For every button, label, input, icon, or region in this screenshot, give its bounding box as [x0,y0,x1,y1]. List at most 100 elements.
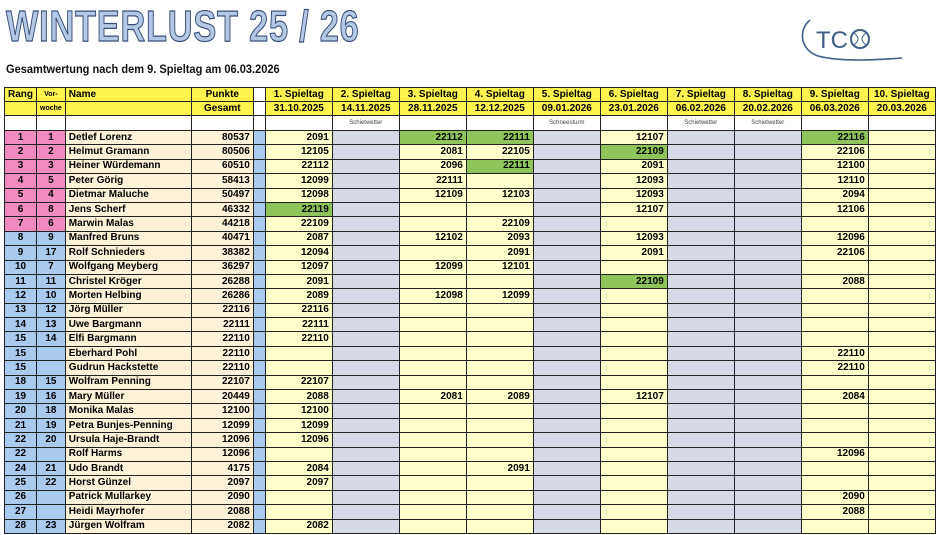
previous-week-rank: 8 [36,201,66,218]
table-row: 13 12 Jörg Müller 22116 22116 [4,302,936,319]
player-name: Manfred Bruns [64,230,192,247]
score-cell [532,187,601,203]
score-cell [666,201,735,218]
score-cell [733,259,802,275]
spieltag-label: 1. Spieltag [264,87,333,102]
score-cell [666,216,735,232]
score-cell [666,432,735,448]
score-cell [666,230,735,247]
score-cell [733,475,802,491]
score-cell [867,432,936,448]
score-cell [331,302,400,319]
score-cell [800,317,869,333]
score-cell: 2096 [398,158,467,175]
score-cell [599,259,668,275]
score-cell: 12098 [398,288,467,304]
score-cell: 22110 [800,360,869,376]
score-cell: 12097 [264,259,333,275]
player-name: Heidi Mayrhofer [64,504,192,520]
spacer [252,101,266,116]
score-cell [666,360,735,376]
score-cell: 2088 [800,273,869,290]
score-cell [398,460,467,477]
score-cell: 12093 [599,187,668,203]
score-cell [733,518,802,534]
header-vorwoche-2: woche [36,101,66,116]
score-cell [800,288,869,304]
table-row: 6 8 Jens Scherf 46332 22119 12107 12106 [4,201,936,218]
score-cell: 12107 [599,129,668,146]
score-cell [465,489,534,506]
header-blank [64,101,192,116]
score-cell [398,345,467,362]
score-cell [465,403,534,419]
page-title: WINTERLUST 25 / 26 [6,2,360,51]
rank-cell: 20 [4,403,37,419]
score-cell [599,504,668,520]
score-cell [532,345,601,362]
score-cell: 2093 [465,230,534,247]
player-name: Petra Bunjes-Penning [64,417,192,434]
spieltag-label: 3. Spieltag [398,87,467,102]
score-cell [532,460,601,477]
score-cell: 22109 [599,273,668,290]
rank-cell: 3 [4,158,37,175]
score-cell [666,173,735,189]
score-cell [331,389,400,405]
spacer [252,129,266,146]
score-cell: 12100 [264,403,333,419]
spacer [252,504,266,520]
score-cell [867,302,936,319]
header-name: Name [64,87,192,102]
score-cell: 12109 [398,187,467,203]
spieltag-label: 2. Spieltag [331,87,400,102]
score-cell: 12099 [264,417,333,434]
score-cell [666,129,735,146]
rank-cell: 4 [4,173,37,189]
score-cell [666,460,735,477]
player-name: Jürgen Wolfram [64,518,192,534]
score-cell [867,273,936,290]
score-cell [867,187,936,203]
rank-cell: 26 [4,489,37,506]
table-row: 7 6 Marwin Malas 44218 22109 22109 [4,216,936,232]
player-name: Uwe Bargmann [64,317,192,333]
score-cell [800,374,869,391]
header-gesamt: Gesamt [190,101,254,116]
score-cell [331,360,400,376]
score-cell: 22107 [264,374,333,391]
score-cell: 22105 [465,144,534,160]
score-cell: 22106 [800,245,869,261]
score-cell [398,417,467,434]
score-cell [398,489,467,506]
table-row: 22 Rolf Harms 12096 12096 [4,446,936,462]
score-cell [867,259,936,275]
score-cell [666,389,735,405]
notes-row: Schietwetter Schneesturm Schietwetter Schie… [4,115,936,131]
score-cell [599,460,668,477]
score-cell [800,216,869,232]
score-cell [666,245,735,261]
score-cell [666,144,735,160]
score-cell [532,504,601,520]
score-cell [867,245,936,261]
score-cell: 22112 [264,158,333,175]
score-cell [331,144,400,160]
player-name: Heiner Würdemann [64,158,192,175]
spieltag-label: 5. Spieltag [532,87,601,102]
score-cell [465,446,534,462]
table-row: 28 23 Jürgen Wolfram 2082 2082 [4,518,936,534]
score-cell [867,331,936,347]
score-cell [398,331,467,347]
score-cell [465,201,534,218]
total-points: 12096 [190,446,254,462]
score-cell: 12099 [398,259,467,275]
spieltag-note: Schietwetter [331,115,400,131]
player-name: Horst Günzel [64,475,192,491]
table-row: 18 15 Wolfram Penning 22107 22107 [4,374,936,391]
score-cell [800,302,869,319]
score-cell [398,302,467,319]
score-cell [800,331,869,347]
spieltag-label: 4. Spieltag [465,87,534,102]
previous-week-rank [36,360,66,376]
